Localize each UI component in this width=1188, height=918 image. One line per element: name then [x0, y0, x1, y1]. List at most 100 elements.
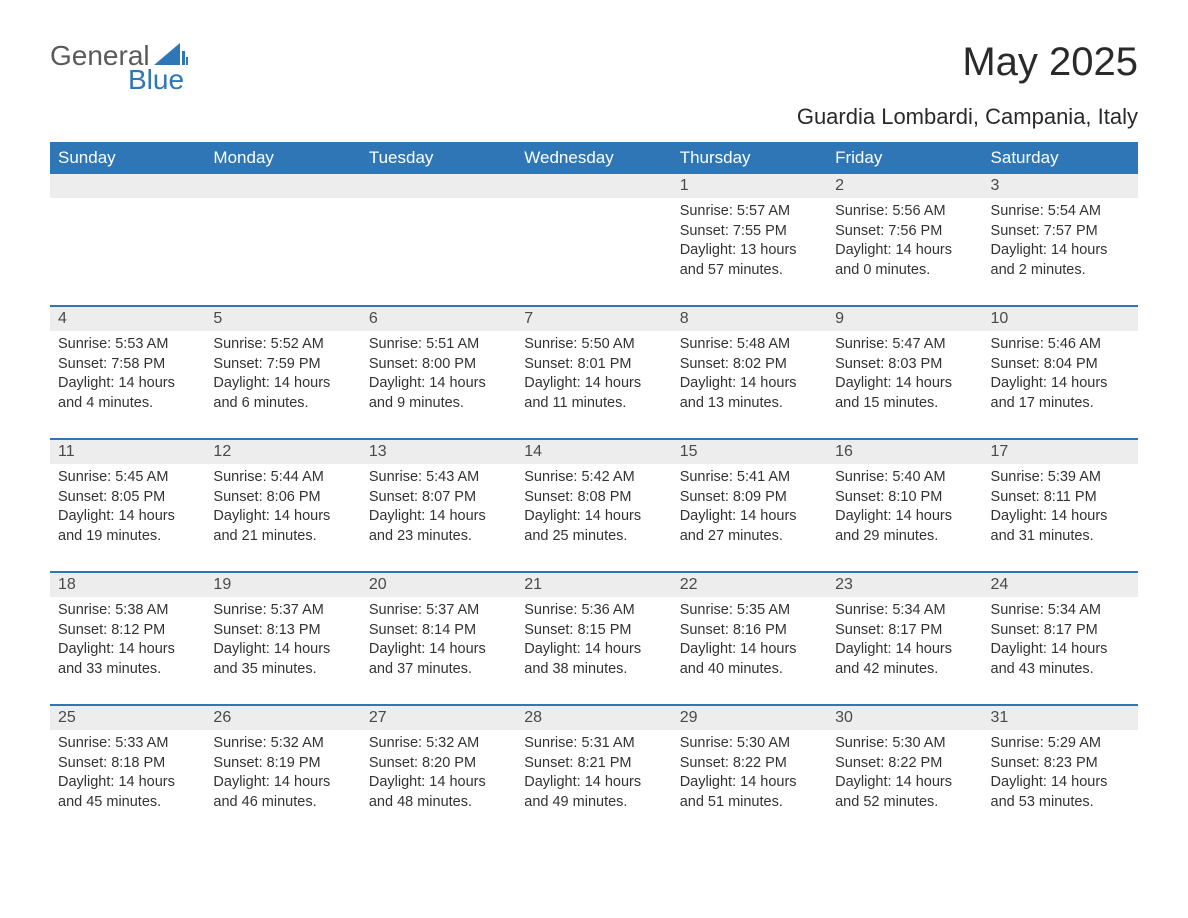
calendar-week-row: 18Sunrise: 5:38 AMSunset: 8:12 PMDayligh…	[50, 573, 1138, 705]
daylight-line: Daylight: 14 hours and 6 minutes.	[213, 374, 352, 413]
sunrise-line: Sunrise: 5:50 AM	[524, 335, 663, 355]
sunset-line: Sunset: 8:07 PM	[369, 488, 508, 508]
day-details: Sunrise: 5:53 AMSunset: 7:58 PMDaylight:…	[50, 331, 205, 421]
day-details: Sunrise: 5:40 AMSunset: 8:10 PMDaylight:…	[827, 464, 982, 554]
sunrise-line: Sunrise: 5:39 AM	[991, 468, 1130, 488]
daylight-line: Daylight: 14 hours and 33 minutes.	[58, 640, 197, 679]
day-details: Sunrise: 5:34 AMSunset: 8:17 PMDaylight:…	[827, 597, 982, 687]
calendar-week-row: 1Sunrise: 5:57 AMSunset: 7:55 PMDaylight…	[50, 174, 1138, 306]
day-details: Sunrise: 5:43 AMSunset: 8:07 PMDaylight:…	[361, 464, 516, 554]
sunset-line: Sunset: 8:12 PM	[58, 621, 197, 641]
sunset-line: Sunset: 8:21 PM	[524, 754, 663, 774]
sunrise-line: Sunrise: 5:53 AM	[58, 335, 197, 355]
page-title: May 2025	[962, 40, 1138, 85]
calendar-table: Sunday Monday Tuesday Wednesday Thursday…	[50, 142, 1138, 838]
daylight-line: Daylight: 14 hours and 19 minutes.	[58, 507, 197, 546]
sunset-line: Sunset: 7:57 PM	[991, 222, 1130, 242]
day-details: Sunrise: 5:51 AMSunset: 8:00 PMDaylight:…	[361, 331, 516, 421]
sunrise-line: Sunrise: 5:40 AM	[835, 468, 974, 488]
day-details: Sunrise: 5:57 AMSunset: 7:55 PMDaylight:…	[672, 198, 827, 288]
sunrise-line: Sunrise: 5:52 AM	[213, 335, 352, 355]
sunrise-line: Sunrise: 5:54 AM	[991, 202, 1130, 222]
sunset-line: Sunset: 8:09 PM	[680, 488, 819, 508]
day-details: Sunrise: 5:56 AMSunset: 7:56 PMDaylight:…	[827, 198, 982, 288]
calendar-day-cell: 8Sunrise: 5:48 AMSunset: 8:02 PMDaylight…	[672, 307, 827, 439]
day-details: Sunrise: 5:42 AMSunset: 8:08 PMDaylight:…	[516, 464, 671, 554]
calendar-week-row: 4Sunrise: 5:53 AMSunset: 7:58 PMDaylight…	[50, 307, 1138, 439]
sunrise-line: Sunrise: 5:51 AM	[369, 335, 508, 355]
sunset-line: Sunset: 7:55 PM	[680, 222, 819, 242]
calendar-day-cell	[361, 174, 516, 306]
day-details: Sunrise: 5:33 AMSunset: 8:18 PMDaylight:…	[50, 730, 205, 820]
calendar-day-cell: 2Sunrise: 5:56 AMSunset: 7:56 PMDaylight…	[827, 174, 982, 306]
sunrise-line: Sunrise: 5:56 AM	[835, 202, 974, 222]
day-number: 14	[516, 440, 671, 464]
calendar-day-cell: 7Sunrise: 5:50 AMSunset: 8:01 PMDaylight…	[516, 307, 671, 439]
sunset-line: Sunset: 8:00 PM	[369, 355, 508, 375]
day-details: Sunrise: 5:35 AMSunset: 8:16 PMDaylight:…	[672, 597, 827, 687]
day-number: 21	[516, 573, 671, 597]
day-details: Sunrise: 5:44 AMSunset: 8:06 PMDaylight:…	[205, 464, 360, 554]
sunrise-line: Sunrise: 5:30 AM	[680, 734, 819, 754]
day-details: Sunrise: 5:45 AMSunset: 8:05 PMDaylight:…	[50, 464, 205, 554]
sunset-line: Sunset: 8:15 PM	[524, 621, 663, 641]
day-number: 2	[827, 174, 982, 198]
day-details: Sunrise: 5:30 AMSunset: 8:22 PMDaylight:…	[672, 730, 827, 820]
sunset-line: Sunset: 8:06 PM	[213, 488, 352, 508]
calendar-week-row: 11Sunrise: 5:45 AMSunset: 8:05 PMDayligh…	[50, 440, 1138, 572]
day-number: 29	[672, 706, 827, 730]
day-details: Sunrise: 5:52 AMSunset: 7:59 PMDaylight:…	[205, 331, 360, 421]
day-details: Sunrise: 5:37 AMSunset: 8:13 PMDaylight:…	[205, 597, 360, 687]
calendar-day-cell: 11Sunrise: 5:45 AMSunset: 8:05 PMDayligh…	[50, 440, 205, 572]
daylight-line: Daylight: 14 hours and 45 minutes.	[58, 773, 197, 812]
logo-text-blue: Blue	[128, 64, 184, 96]
sunset-line: Sunset: 8:11 PM	[991, 488, 1130, 508]
day-details: Sunrise: 5:48 AMSunset: 8:02 PMDaylight:…	[672, 331, 827, 421]
day-details: Sunrise: 5:41 AMSunset: 8:09 PMDaylight:…	[672, 464, 827, 554]
day-number: 24	[983, 573, 1138, 597]
calendar-day-cell: 25Sunrise: 5:33 AMSunset: 8:18 PMDayligh…	[50, 706, 205, 838]
sunset-line: Sunset: 7:59 PM	[213, 355, 352, 375]
calendar-day-cell: 5Sunrise: 5:52 AMSunset: 7:59 PMDaylight…	[205, 307, 360, 439]
sunset-line: Sunset: 7:56 PM	[835, 222, 974, 242]
calendar-day-cell: 29Sunrise: 5:30 AMSunset: 8:22 PMDayligh…	[672, 706, 827, 838]
day-number: 6	[361, 307, 516, 331]
day-number: 13	[361, 440, 516, 464]
daylight-line: Daylight: 14 hours and 46 minutes.	[213, 773, 352, 812]
day-number: 26	[205, 706, 360, 730]
sunrise-line: Sunrise: 5:36 AM	[524, 601, 663, 621]
calendar-day-cell: 3Sunrise: 5:54 AMSunset: 7:57 PMDaylight…	[983, 174, 1138, 306]
location-subtitle: Guardia Lombardi, Campania, Italy	[50, 104, 1138, 130]
daylight-line: Daylight: 14 hours and 27 minutes.	[680, 507, 819, 546]
sunrise-line: Sunrise: 5:37 AM	[213, 601, 352, 621]
sunrise-line: Sunrise: 5:42 AM	[524, 468, 663, 488]
sunrise-line: Sunrise: 5:45 AM	[58, 468, 197, 488]
day-details: Sunrise: 5:29 AMSunset: 8:23 PMDaylight:…	[983, 730, 1138, 820]
calendar-day-cell: 17Sunrise: 5:39 AMSunset: 8:11 PMDayligh…	[983, 440, 1138, 572]
triangle-bars-icon	[154, 43, 188, 65]
day-header: Saturday	[983, 142, 1138, 174]
daylight-line: Daylight: 13 hours and 57 minutes.	[680, 241, 819, 280]
sunrise-line: Sunrise: 5:29 AM	[991, 734, 1130, 754]
calendar-day-cell: 18Sunrise: 5:38 AMSunset: 8:12 PMDayligh…	[50, 573, 205, 705]
calendar-day-cell	[205, 174, 360, 306]
calendar-day-cell: 27Sunrise: 5:32 AMSunset: 8:20 PMDayligh…	[361, 706, 516, 838]
calendar-day-cell: 19Sunrise: 5:37 AMSunset: 8:13 PMDayligh…	[205, 573, 360, 705]
daylight-line: Daylight: 14 hours and 17 minutes.	[991, 374, 1130, 413]
sunrise-line: Sunrise: 5:38 AM	[58, 601, 197, 621]
day-details: Sunrise: 5:32 AMSunset: 8:20 PMDaylight:…	[361, 730, 516, 820]
day-details: Sunrise: 5:30 AMSunset: 8:22 PMDaylight:…	[827, 730, 982, 820]
calendar-day-cell: 13Sunrise: 5:43 AMSunset: 8:07 PMDayligh…	[361, 440, 516, 572]
daylight-line: Daylight: 14 hours and 21 minutes.	[213, 507, 352, 546]
day-number: 4	[50, 307, 205, 331]
day-number: 8	[672, 307, 827, 331]
day-number: 3	[983, 174, 1138, 198]
daylight-line: Daylight: 14 hours and 38 minutes.	[524, 640, 663, 679]
daylight-line: Daylight: 14 hours and 15 minutes.	[835, 374, 974, 413]
sunrise-line: Sunrise: 5:30 AM	[835, 734, 974, 754]
daylight-line: Daylight: 14 hours and 48 minutes.	[369, 773, 508, 812]
daylight-line: Daylight: 14 hours and 53 minutes.	[991, 773, 1130, 812]
daylight-line: Daylight: 14 hours and 31 minutes.	[991, 507, 1130, 546]
sunset-line: Sunset: 8:22 PM	[680, 754, 819, 774]
sunrise-line: Sunrise: 5:32 AM	[369, 734, 508, 754]
